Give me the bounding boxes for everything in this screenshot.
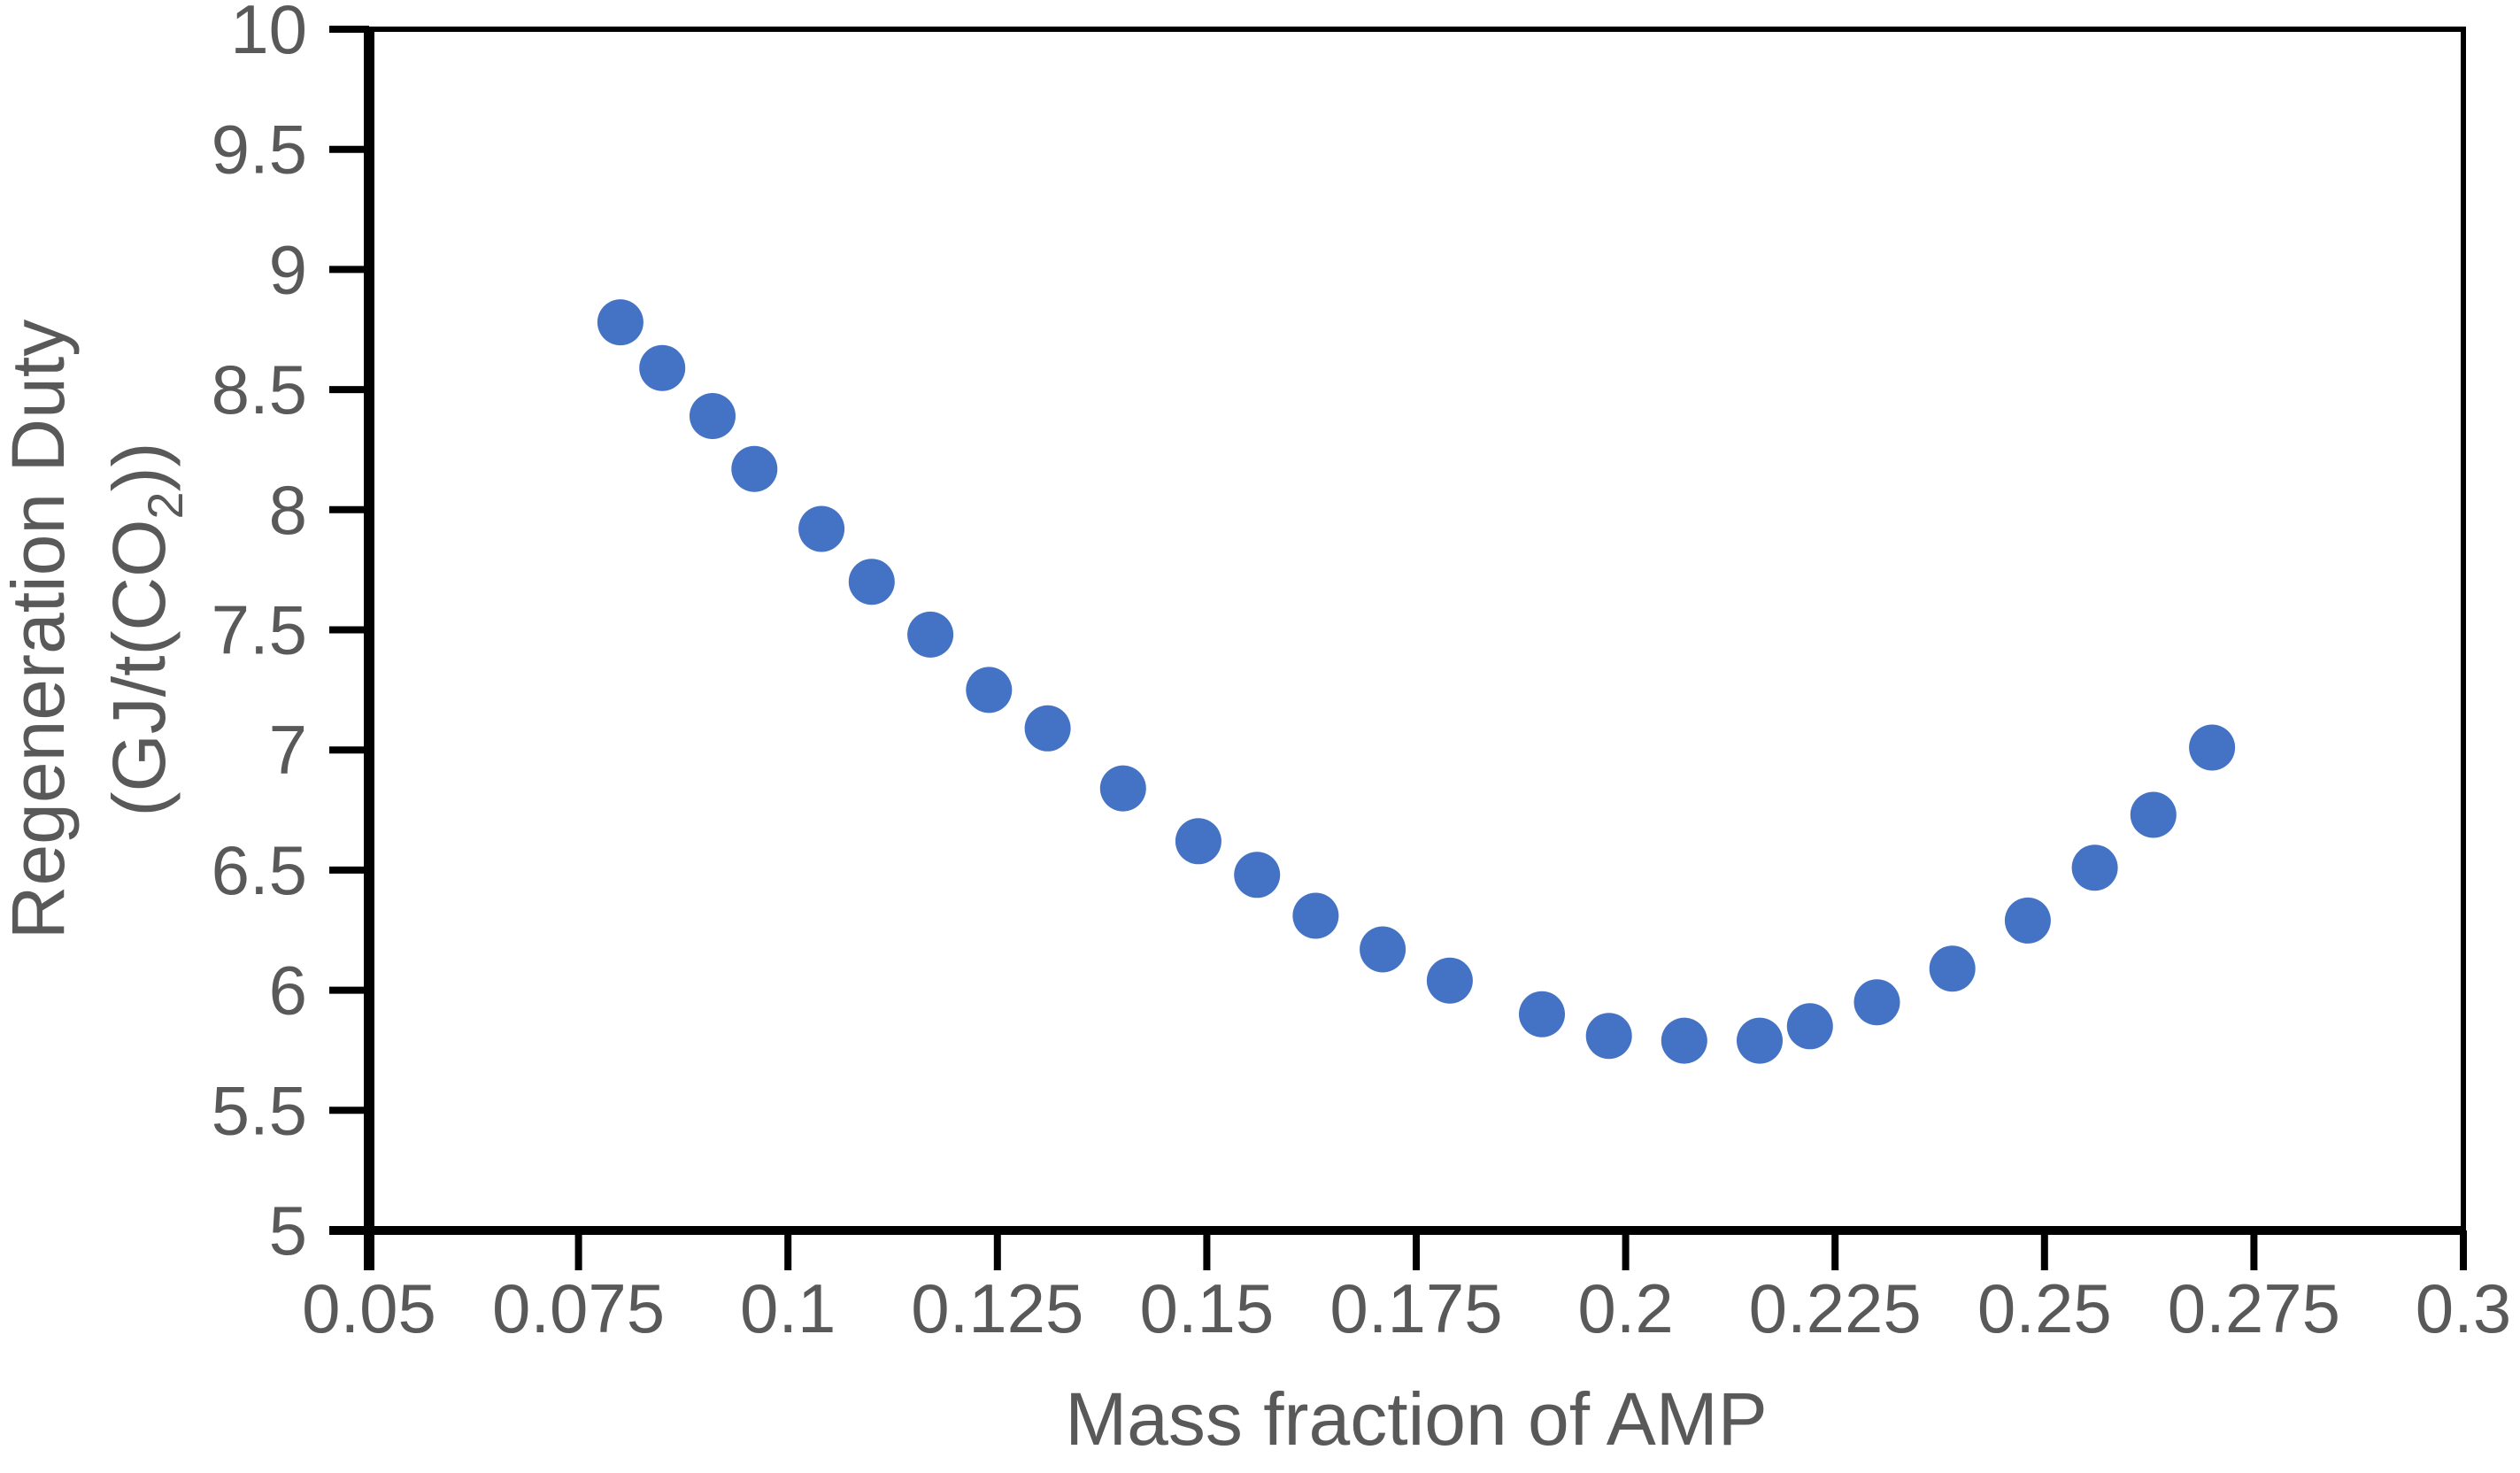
data-point [1426, 957, 1473, 1004]
axis-ticks [329, 26, 2467, 1270]
y-axis-title-line2: (GJ/t(CO2)) [97, 442, 193, 816]
x-tick-label: 0.05 [302, 1269, 436, 1347]
x-tick-labels: 0.05 0.075 0.1 0.125 0.15 0.175 0.2 0.225 0.25 0.… [302, 1269, 2511, 1347]
data-point [1853, 979, 1900, 1026]
x-tick-label: 0.1 [740, 1269, 836, 1347]
y-tick-labels: 5 5.5 6 6.5 7 7.5 8 8.5 9 9.5 10 [212, 0, 307, 1269]
data-point [2004, 897, 2051, 944]
data-point [597, 299, 643, 346]
x-tick-label: 0.225 [1749, 1269, 1922, 1347]
plot-area-border [366, 27, 2466, 1233]
data-point [1929, 945, 1976, 992]
x-tick-label: 0.15 [1139, 1269, 1274, 1347]
y-tick-label: 5 [269, 1192, 307, 1269]
x-tick-label: 0.2 [1577, 1269, 1673, 1347]
data-point [1099, 765, 1146, 812]
x-axis-title: Mass fraction of AMP [1065, 1377, 1768, 1461]
data-point [1737, 1017, 1783, 1064]
data-point [2130, 791, 2177, 838]
data-point [1292, 892, 1339, 939]
data-point [966, 667, 1013, 713]
x-tick-label: 0.175 [1329, 1269, 1502, 1347]
data-point [1786, 1003, 1833, 1050]
x-tick-label: 0.275 [2168, 1269, 2340, 1347]
y-axis-title-line1: Regeneration Duty [0, 320, 80, 939]
y-tick-label: 10 [230, 0, 307, 68]
y-tick-label: 5.5 [212, 1071, 307, 1149]
data-point [1024, 705, 1071, 752]
data-point [848, 559, 895, 605]
data-point [1234, 852, 1281, 898]
data-point [1175, 818, 1221, 865]
data-point [798, 505, 845, 552]
data-point [2189, 724, 2236, 771]
y-tick-label: 8.5 [212, 351, 307, 428]
y-tick-label: 7 [269, 711, 307, 789]
y-axis-title-line2-post: )) [97, 442, 181, 491]
data-point [2071, 844, 2118, 891]
y-tick-label: 6 [269, 952, 307, 1030]
x-tick-label: 0.25 [1977, 1269, 2112, 1347]
y-axis-title-line2-pre: (GJ/t(CO [97, 520, 181, 817]
data-point [690, 393, 736, 439]
y-tick-label: 9 [269, 230, 307, 308]
x-tick-label: 0.125 [911, 1269, 1083, 1347]
data-point [639, 344, 686, 391]
y-tick-label: 8 [269, 471, 307, 549]
y-tick-label: 6.5 [212, 831, 307, 909]
data-point [1661, 1017, 1707, 1064]
data-points [597, 299, 2236, 1064]
y-tick-label: 7.5 [212, 591, 307, 669]
data-point [1519, 991, 1565, 1037]
data-point [1585, 1013, 1632, 1060]
data-point [907, 611, 954, 658]
x-tick-label: 0.3 [2416, 1269, 2511, 1347]
y-tick-label: 9.5 [212, 111, 307, 189]
x-tick-label: 0.075 [492, 1269, 665, 1347]
data-point [1360, 926, 1406, 973]
data-point [731, 445, 778, 492]
co2-subscript: 2 [137, 491, 193, 519]
